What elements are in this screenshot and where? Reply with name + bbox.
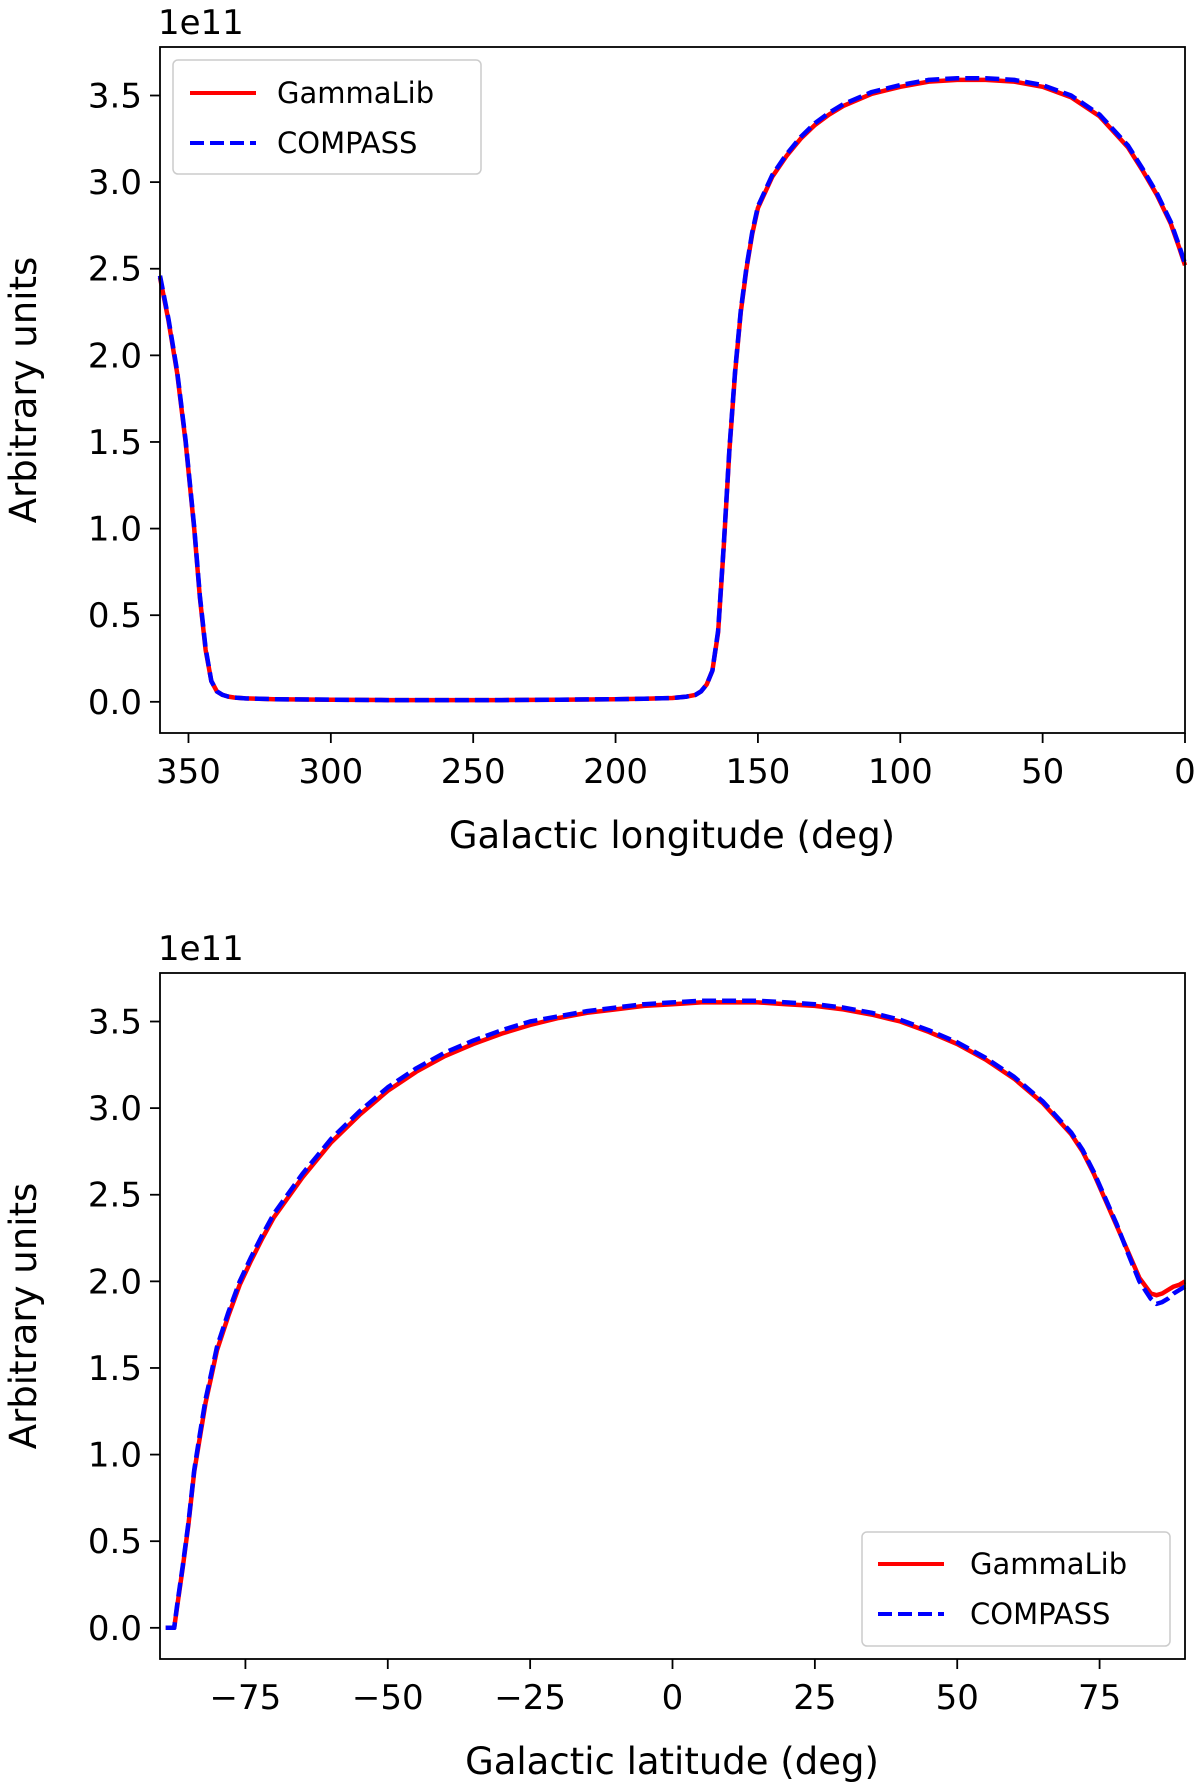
longitude-series-lines [157,75,1188,703]
longitude-plot-frame [159,46,1186,734]
latitude-x-tick-label: −50 [352,1678,424,1718]
longitude-x-tick-label: 0 [1174,752,1196,792]
longitude-legend-gammalib-label: GammaLib [277,76,434,110]
latitude-y-tick-label: 0.0 [88,1609,142,1649]
longitude-x-tick-label: 150 [725,752,790,792]
longitude-x-ticks: 350 300 250 200 150 100 50 0 [156,733,1196,792]
longitude-y-axis-label: Arbitrary units [2,257,45,524]
longitude-legend-box [172,59,482,175]
longitude-legend-compass-label: COMPASS [277,126,417,160]
latitude-y-tick-label: 2.5 [88,1176,142,1216]
longitude-x-tick-label: 50 [1021,752,1064,792]
latitude-x-tick-label: −25 [494,1678,566,1718]
latitude-x-tick-label: −75 [210,1678,282,1718]
longitude-y-tick-label: 3.5 [88,77,142,117]
longitude-y-tick-label: 1.5 [88,423,142,463]
longitude-chart: 350 300 250 200 150 100 50 0 0.0 0.5 1.0 1.5 2.0 2.5… [2,3,1196,857]
longitude-y-tick-label: 2.0 [88,336,142,376]
latitude-x-tick-label: 50 [936,1678,979,1718]
longitude-x-axis-label: Galactic longitude (deg) [449,814,895,857]
longitude-x-tick-label: 300 [298,752,363,792]
latitude-legend-box [861,1531,1171,1647]
longitude-x-tick-label: 350 [156,752,221,792]
latitude-offset-text: 1e11 [158,929,244,969]
latitude-x-axis-label: Galactic latitude (deg) [465,1740,879,1783]
latitude-y-axis-label: Arbitrary units [2,1183,45,1450]
latitude-y-tick-label: 3.0 [88,1089,142,1129]
latitude-y-tick-label: 2.0 [88,1262,142,1302]
latitude-legend: GammaLib COMPASS [861,1531,1171,1647]
longitude-series-compass-line [157,75,1188,703]
longitude-x-tick-label: 200 [583,752,648,792]
latitude-x-tick-label: 0 [662,1678,684,1718]
longitude-x-tick-label: 100 [868,752,933,792]
longitude-y-tick-label: 2.5 [88,250,142,290]
longitude-y-tick-label: 0.5 [88,596,142,636]
longitude-y-ticks: 0.0 0.5 1.0 1.5 2.0 2.5 3.0 3.5 [88,77,160,723]
latitude-series-lines [165,998,1187,1631]
latitude-y-tick-label: 1.0 [88,1436,142,1476]
latitude-chart: −75 −50 −25 0 25 50 75 0.0 0.5 1.0 1.5 2.0 2.5 3.0 3.… [2,929,1187,1783]
longitude-x-tick-label: 250 [441,752,506,792]
latitude-y-tick-label: 3.5 [88,1003,142,1043]
longitude-y-tick-label: 3.0 [88,163,142,203]
latitude-y-tick-label: 1.5 [88,1349,142,1389]
longitude-legend: GammaLib COMPASS [172,59,482,175]
latitude-legend-compass-label: COMPASS [970,1597,1110,1631]
latitude-y-ticks: 0.0 0.5 1.0 1.5 2.0 2.5 3.0 3.5 [88,1003,160,1649]
longitude-y-tick-label: 1.0 [88,510,142,550]
latitude-x-ticks: −75 −50 −25 0 25 50 75 [210,1659,1121,1718]
latitude-y-tick-label: 0.5 [88,1522,142,1562]
latitude-series-compass-line [165,998,1187,1631]
latitude-x-tick-label: 25 [793,1678,836,1718]
longitude-offset-text: 1e11 [158,3,244,43]
latitude-legend-gammalib-label: GammaLib [970,1547,1127,1581]
latitude-x-tick-label: 75 [1078,1678,1121,1718]
longitude-y-tick-label: 0.0 [88,683,142,723]
